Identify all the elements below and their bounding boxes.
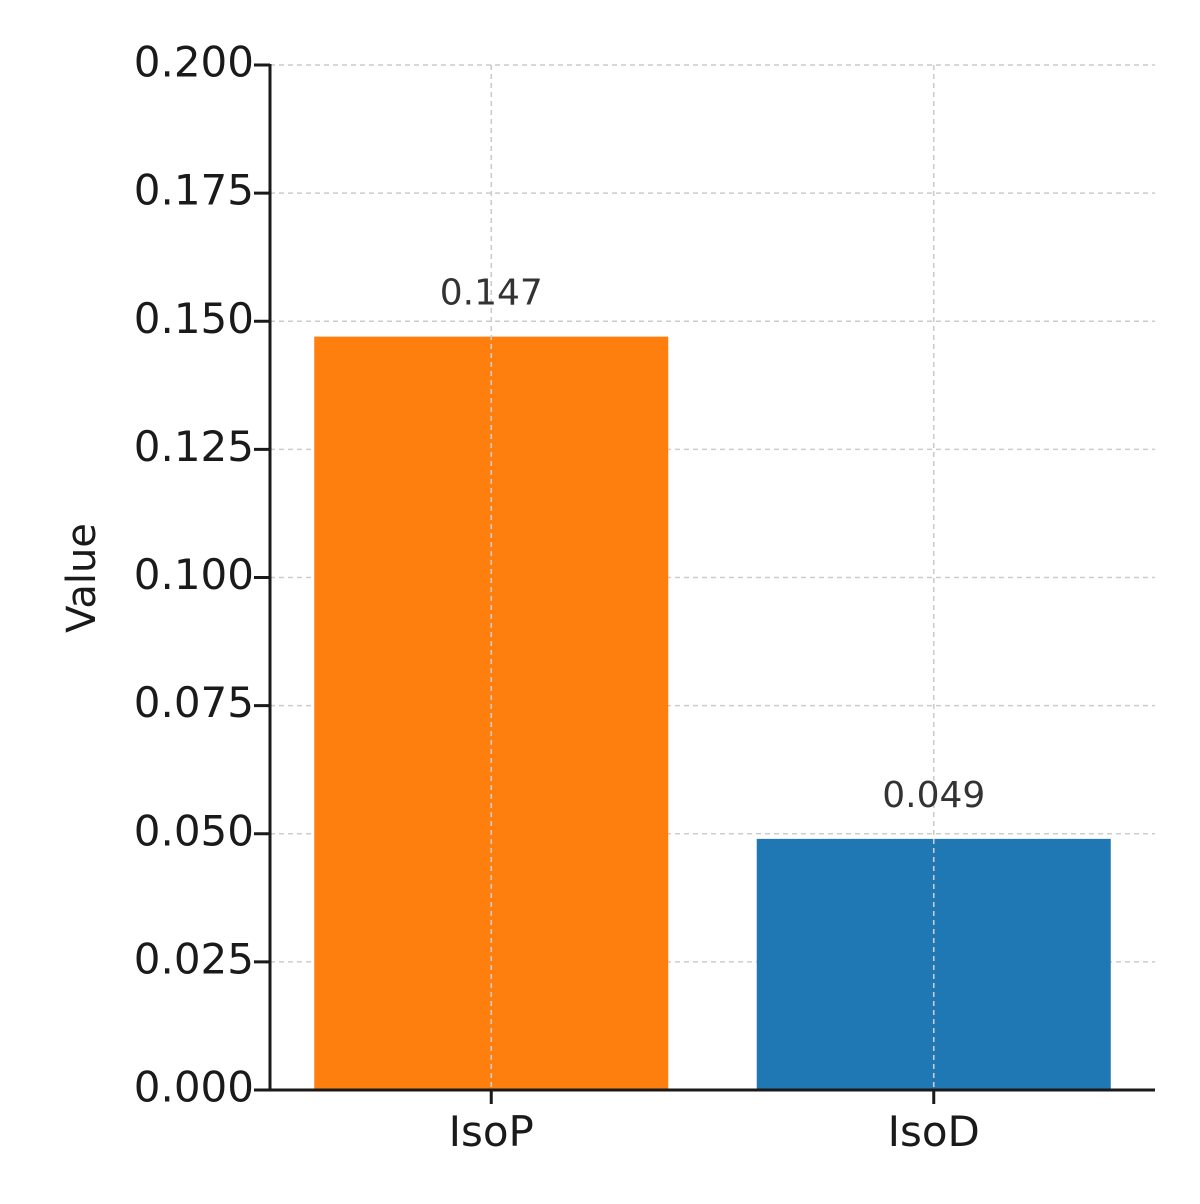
bar-value-label: 0.049 — [882, 775, 985, 816]
bar-value-label: 0.147 — [440, 273, 543, 314]
y-tick-label: 0.075 — [134, 678, 254, 727]
bars-layer — [314, 336, 1111, 1090]
y-axis-label: Value — [59, 523, 105, 633]
x-tick-label: IsoD — [888, 1107, 980, 1156]
axes-layer — [254, 63, 1155, 1104]
y-tick-label: 0.100 — [134, 550, 254, 599]
y-tick-label: 0.175 — [134, 166, 254, 215]
y-tick-label: 0.000 — [134, 1063, 254, 1112]
y-tick-label: 0.025 — [134, 934, 254, 983]
y-tick-label: 0.200 — [134, 38, 254, 87]
labels-layer: 0.000 0.025 0.050 0.075 0.100 0.125 0.150 0.175… — [134, 38, 986, 1157]
y-tick-label: 0.125 — [134, 422, 254, 471]
y-tick-label: 0.150 — [134, 294, 254, 343]
x-tick-label: IsoP — [449, 1107, 534, 1156]
y-tick-label: 0.050 — [134, 806, 254, 855]
